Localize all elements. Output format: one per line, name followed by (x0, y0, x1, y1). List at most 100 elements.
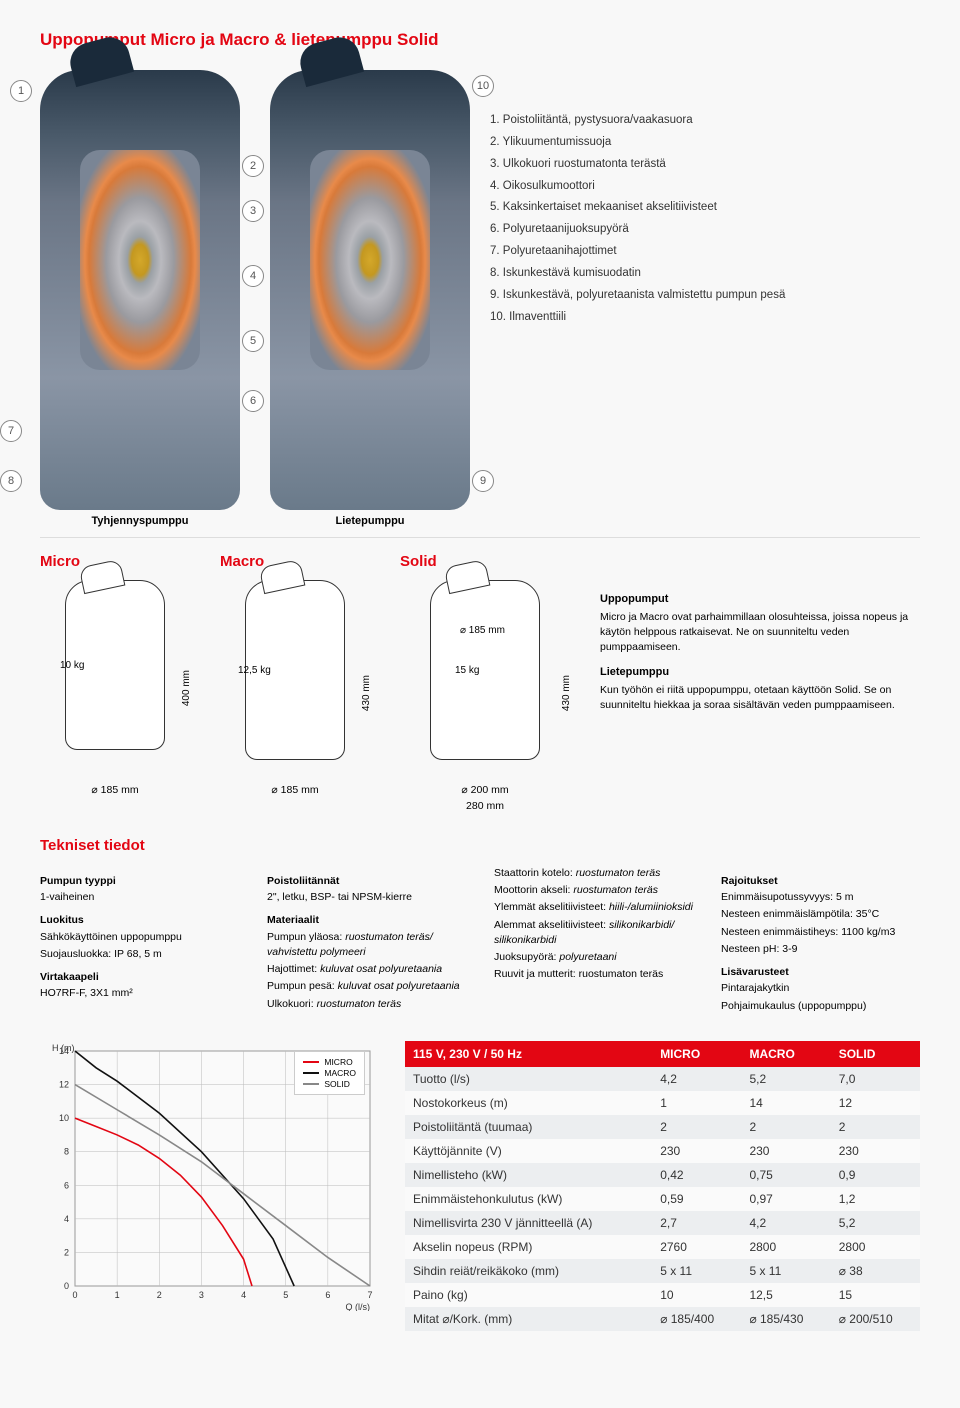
parts-list-item: 3. Ulkokuori ruostumatonta terästä (490, 154, 785, 176)
svg-text:5: 5 (283, 1290, 288, 1300)
table-row: Poistoliitäntä (tuumaa)222 (405, 1115, 920, 1139)
spec-line: HO7RF-F, 3X1 mm² (40, 986, 239, 1001)
table-header: SOLID (831, 1041, 920, 1067)
spec-line: Nesteen pH: 3-9 (721, 942, 920, 957)
table-header: MACRO (741, 1041, 830, 1067)
spec-line: Ruuvit ja mutterit: ruostumaton teräs (494, 967, 693, 982)
table-cell: 0,75 (741, 1163, 830, 1187)
spec-line: Suojausluokka: IP 68, 5 m (40, 947, 239, 962)
spec-line: Pumpun pesä: kuluvat osat polyuretaania (267, 979, 466, 994)
table-cell: Nimellisvirta 230 V jännitteellä (A) (405, 1211, 652, 1235)
parts-list-item: 1. Poistoliitäntä, pystysuora/vaakasuora (490, 110, 785, 132)
table-cell: Mitat ⌀/Kork. (mm) (405, 1307, 652, 1331)
table-cell: ⌀ 185/400 (652, 1307, 741, 1331)
dim-drawing: ⌀ 185 mm 15 kg 430 mm (400, 580, 570, 780)
table-cell: 5 x 11 (741, 1259, 830, 1283)
specs-column: Staattorin kotelo: ruostumaton teräsMoot… (494, 866, 693, 1016)
dim-drawing: 10 kg 400 mm (40, 580, 190, 780)
table-cell: Enimmäistehonkulutus (kW) (405, 1187, 652, 1211)
svg-text:12: 12 (59, 1079, 69, 1089)
table-cell: Akselin nopeus (RPM) (405, 1235, 652, 1259)
table-row: Mitat ⌀/Kork. (mm)⌀ 185/400⌀ 185/430⌀ 20… (405, 1307, 920, 1331)
spec-heading: Luokitus (40, 913, 239, 928)
dim-diameter: ⌀ 185 mm (220, 784, 370, 796)
table-cell: 2 (652, 1115, 741, 1139)
legend-item: SOLID (303, 1079, 356, 1089)
table-cell: 0,9 (831, 1163, 920, 1187)
callout-10: 10 (472, 75, 494, 97)
table-cell: 230 (831, 1139, 920, 1163)
parts-list-item: 5. Kaksinkertaiset mekaaniset akselitiiv… (490, 197, 785, 219)
table-cell: 1 (652, 1091, 741, 1115)
table-cell: 230 (652, 1139, 741, 1163)
dim-top-diameter: ⌀ 185 mm (460, 625, 505, 636)
table-row: Nimellisvirta 230 V jännitteellä (A)2,74… (405, 1211, 920, 1235)
callout-8: 8 (0, 470, 22, 492)
performance-chart: 0123456702468101214H (m)Q (l/s) MICROMAC… (40, 1041, 380, 1331)
specs-column: Poistoliitännät2", letku, BSP- tai NPSM-… (267, 866, 466, 1016)
svg-text:H (m): H (m) (52, 1043, 75, 1053)
svg-text:Q (l/s): Q (l/s) (346, 1302, 371, 1311)
dim-block-solid: Solid ⌀ 185 mm 15 kg 430 mm ⌀ 200 mm 280… (400, 553, 570, 812)
table-row: Tuotto (l/s)4,25,27,0 (405, 1067, 920, 1091)
svg-text:6: 6 (64, 1180, 69, 1190)
pump-cutaway-sludge (270, 70, 470, 510)
table-cell: 4,2 (741, 1211, 830, 1235)
table-cell: 14 (741, 1091, 830, 1115)
dim-block-micro: Micro 10 kg 400 mm ⌀ 185 mm (40, 553, 190, 812)
parts-list-item: 8. Iskunkestävä kumisuodatin (490, 263, 785, 285)
svg-text:8: 8 (64, 1146, 69, 1156)
specs-column: RajoituksetEnimmäisupotussyvyys: 5 m Nest… (721, 866, 920, 1016)
table-row: Käyttöjännite (V)230230230 (405, 1139, 920, 1163)
spec-table: 115 V, 230 V / 50 HzMICROMACROSOLIDTuott… (405, 1041, 920, 1331)
table-cell: Nostokorkeus (m) (405, 1091, 652, 1115)
callout-1: 1 (10, 80, 32, 102)
specs-column: Pumpun tyyppi1-vaiheinenLuokitusSähkökäy… (40, 866, 239, 1016)
table-cell: Poistoliitäntä (tuumaa) (405, 1115, 652, 1139)
spec-line: Enimmäisupotussyvyys: 5 m (721, 890, 920, 905)
spec-line: Pintarajakytkin (721, 981, 920, 996)
specs-grid: Pumpun tyyppi1-vaiheinenLuokitusSähkökäy… (40, 866, 920, 1016)
svg-text:10: 10 (59, 1113, 69, 1123)
table-cell: 2800 (831, 1235, 920, 1259)
dimensions-section: Micro 10 kg 400 mm ⌀ 185 mm Macro 12,5 k… (40, 553, 920, 812)
spec-heading: Rajoitukset (721, 874, 920, 889)
svg-text:6: 6 (325, 1290, 330, 1300)
dim-weight: 10 kg (60, 660, 84, 671)
table-cell: ⌀ 200/510 (831, 1307, 920, 1331)
specs-title: Tekniset tiedot (40, 837, 920, 854)
dim-height: 430 mm (561, 675, 572, 711)
parts-list-item: 4. Oikosulkumoottori (490, 176, 785, 198)
callout-5: 5 (242, 330, 264, 352)
spec-line: 1-vaiheinen (40, 890, 239, 905)
table-row: Sihdin reiät/reikäkoko (mm)5 x 115 x 11⌀… (405, 1259, 920, 1283)
chart-legend: MICROMACROSOLID (294, 1051, 365, 1095)
cutaway-images: 1 2 3 4 5 6 7 8 Tyhjennyspumppu 10 9 Lie… (40, 70, 470, 527)
table-row: Nostokorkeus (m)11412 (405, 1091, 920, 1115)
svg-text:4: 4 (64, 1214, 69, 1224)
table-row: Nimellisteho (kW)0,420,750,9 (405, 1163, 920, 1187)
spec-line: Moottorin akseli: ruostumaton teräs (494, 883, 693, 898)
spec-line: 2", letku, BSP- tai NPSM-kierre (267, 890, 466, 905)
dim-height: 400 mm (181, 670, 192, 706)
desc-para-2: Kun työhön ei riitä uppopumppu, otetaan … (600, 683, 920, 713)
callout-6: 6 (242, 390, 264, 412)
svg-text:0: 0 (72, 1290, 77, 1300)
parts-list-item: 6. Polyuretaanijuoksupyörä (490, 219, 785, 241)
table-cell: 2800 (741, 1235, 830, 1259)
table-cell: 2 (831, 1115, 920, 1139)
table-cell: 2 (741, 1115, 830, 1139)
divider (40, 537, 920, 538)
table-row: Enimmäistehonkulutus (kW)0,590,971,2 (405, 1187, 920, 1211)
table-cell: 0,42 (652, 1163, 741, 1187)
table-cell: 0,59 (652, 1187, 741, 1211)
table-cell: 230 (741, 1139, 830, 1163)
dim-drawing: 12,5 kg 430 mm (220, 580, 370, 780)
table-cell: 1,2 (831, 1187, 920, 1211)
cutaway-section: 1 2 3 4 5 6 7 8 Tyhjennyspumppu 10 9 Lie… (40, 70, 920, 527)
table-cell: Tuotto (l/s) (405, 1067, 652, 1091)
svg-text:1: 1 (115, 1290, 120, 1300)
dim-diameter: ⌀ 200 mm (400, 784, 570, 796)
table-cell: Sihdin reiät/reikäkoko (mm) (405, 1259, 652, 1283)
spec-line: Pohjaimukaulus (uppopumppu) (721, 999, 920, 1014)
